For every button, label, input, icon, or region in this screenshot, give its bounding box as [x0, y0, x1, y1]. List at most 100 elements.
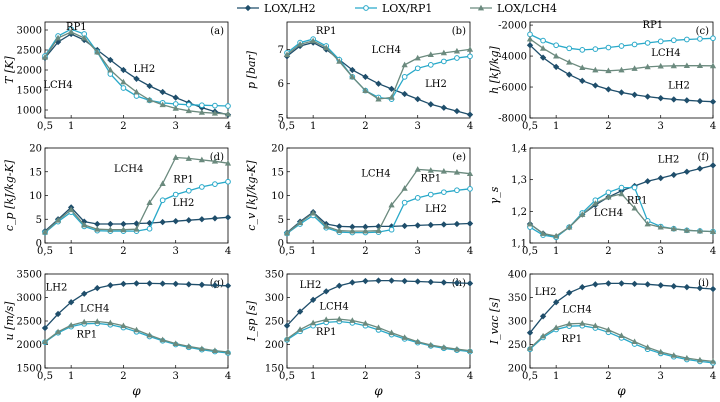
data-point — [212, 181, 218, 187]
x-tick-label: 2 — [605, 246, 611, 257]
legend-marker — [363, 5, 369, 11]
data-point — [224, 159, 232, 166]
y-tick-label: 5 — [36, 215, 42, 226]
y-tick-label: 0 — [278, 239, 284, 250]
x-tick-label: 0,5 — [37, 121, 53, 132]
data-point — [670, 283, 677, 290]
x-tick-label: 4 — [225, 246, 231, 257]
data-point — [631, 338, 638, 345]
data-point — [657, 174, 664, 182]
data-point — [618, 43, 625, 49]
data-point — [107, 282, 114, 289]
plot-frame — [529, 21, 714, 119]
y-tick-label: 350 — [508, 293, 527, 304]
data-point — [185, 217, 192, 224]
data-point — [696, 62, 704, 69]
data-point — [211, 109, 219, 116]
x-tick-label: 4 — [225, 371, 231, 382]
series-annotation: RP1 — [316, 26, 337, 37]
series-lox-lch4 — [526, 320, 717, 364]
y-tick-label: 3000 — [17, 293, 42, 304]
data-point — [644, 220, 651, 227]
data-point — [211, 347, 219, 353]
data-point — [283, 335, 291, 342]
data-point — [414, 54, 421, 61]
data-point — [133, 280, 140, 287]
x-tick-label: 2 — [120, 246, 126, 257]
data-point — [618, 66, 625, 73]
data-point — [414, 65, 421, 72]
data-point — [185, 343, 192, 349]
series-lox-lch4 — [526, 190, 717, 239]
data-point — [172, 94, 179, 101]
data-point — [362, 227, 369, 234]
data-point — [133, 226, 140, 232]
data-point — [579, 211, 586, 217]
data-point — [631, 65, 638, 71]
y-tick-label: 10 — [271, 191, 284, 202]
data-point — [670, 171, 677, 179]
panel-tag: (f) — [697, 152, 709, 163]
data-point — [323, 44, 330, 51]
data-point — [618, 280, 625, 287]
data-point — [579, 77, 586, 85]
data-point — [696, 227, 704, 234]
data-point — [283, 51, 291, 57]
y-tick-label: 20 — [29, 144, 42, 155]
series-annotation: LH2 — [668, 81, 690, 92]
data-point — [709, 228, 717, 234]
data-point — [159, 88, 166, 96]
y-tick-label: -4000 — [498, 52, 527, 63]
data-point — [427, 62, 434, 68]
x-tick-label: 1 — [310, 371, 316, 382]
series-annotation: LH2 — [46, 282, 68, 293]
x-tick-label: 3 — [415, 246, 421, 257]
series-annotation: LH2 — [173, 198, 195, 209]
y-axis-label: I_vac [s] — [488, 297, 501, 345]
data-point — [107, 220, 114, 228]
data-point — [427, 341, 434, 348]
data-point — [68, 322, 75, 328]
data-point — [453, 107, 461, 115]
data-point — [683, 227, 690, 233]
data-point — [225, 103, 231, 109]
x-tick-label: 2 — [605, 121, 611, 132]
data-point — [670, 225, 677, 232]
y-tick-label: -6000 — [498, 83, 527, 94]
series-annotation: LH2 — [658, 154, 680, 165]
data-point — [657, 282, 664, 289]
data-point — [94, 318, 101, 324]
data-point — [120, 66, 127, 74]
data-point — [709, 98, 717, 105]
data-point — [388, 94, 395, 100]
series-lox-lh2 — [41, 280, 232, 332]
y-axis-label: u [m/s] — [3, 301, 16, 341]
data-point — [466, 220, 474, 227]
data-point — [296, 219, 304, 225]
data-point — [211, 215, 219, 222]
x-tick-label: 2 — [362, 246, 368, 257]
y-axis-label: I_sp [s] — [245, 300, 258, 342]
data-point — [592, 46, 599, 52]
series-lox-lh2 — [283, 277, 474, 329]
data-point — [440, 49, 447, 56]
panel-tag: (c) — [696, 26, 710, 37]
data-point — [54, 34, 62, 41]
panel-tag: (a) — [210, 26, 224, 37]
x-tick-label: 4 — [710, 246, 716, 257]
data-point — [41, 338, 49, 345]
data-point — [336, 58, 343, 64]
panel-f: 0,5 1 2 3 4 1,1 1,2 1,3 1,4 γ_s (f) LH2 RP1 LCH4 — [488, 144, 716, 258]
data-point — [466, 170, 474, 177]
data-point — [414, 195, 421, 201]
data-point — [709, 358, 717, 364]
data-point — [644, 281, 651, 288]
y-tick-label: 1,4 — [511, 144, 527, 155]
data-point — [539, 332, 547, 339]
data-point — [539, 54, 547, 61]
data-point — [592, 66, 599, 73]
data-point — [657, 38, 664, 45]
data-point — [401, 199, 408, 206]
x-tick-label: 2 — [120, 121, 126, 132]
